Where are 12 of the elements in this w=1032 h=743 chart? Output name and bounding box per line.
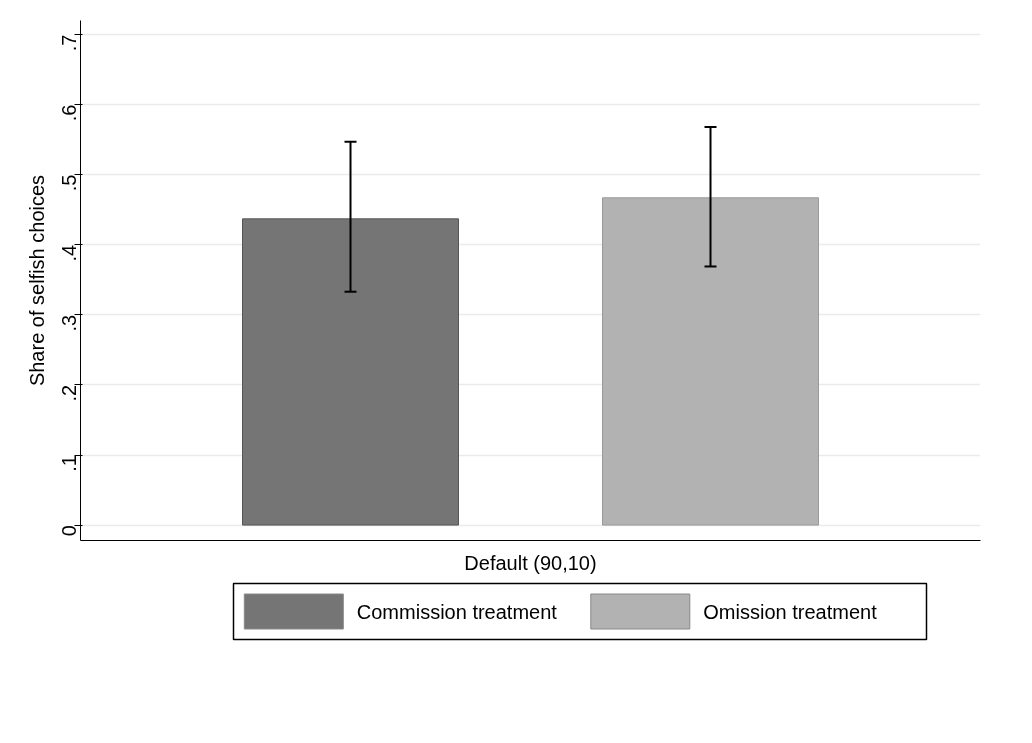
legend-label: Omission treatment xyxy=(703,600,878,623)
y-axis-title: Share of selfish choices xyxy=(25,174,48,387)
y-tick-label: .2 xyxy=(58,384,81,402)
y-tick-label: .7 xyxy=(58,34,81,52)
legend-label: Commission treatment xyxy=(356,600,558,623)
y-tick-label: .4 xyxy=(58,244,81,262)
y-tick-label: .3 xyxy=(58,314,81,332)
y-tick-label: .5 xyxy=(58,174,81,192)
y-tick-label: 0 xyxy=(58,525,81,537)
y-tick-label: .1 xyxy=(58,454,81,472)
y-tick-label: .6 xyxy=(58,104,81,122)
x-tick-label: Default (90,10) xyxy=(464,551,597,574)
